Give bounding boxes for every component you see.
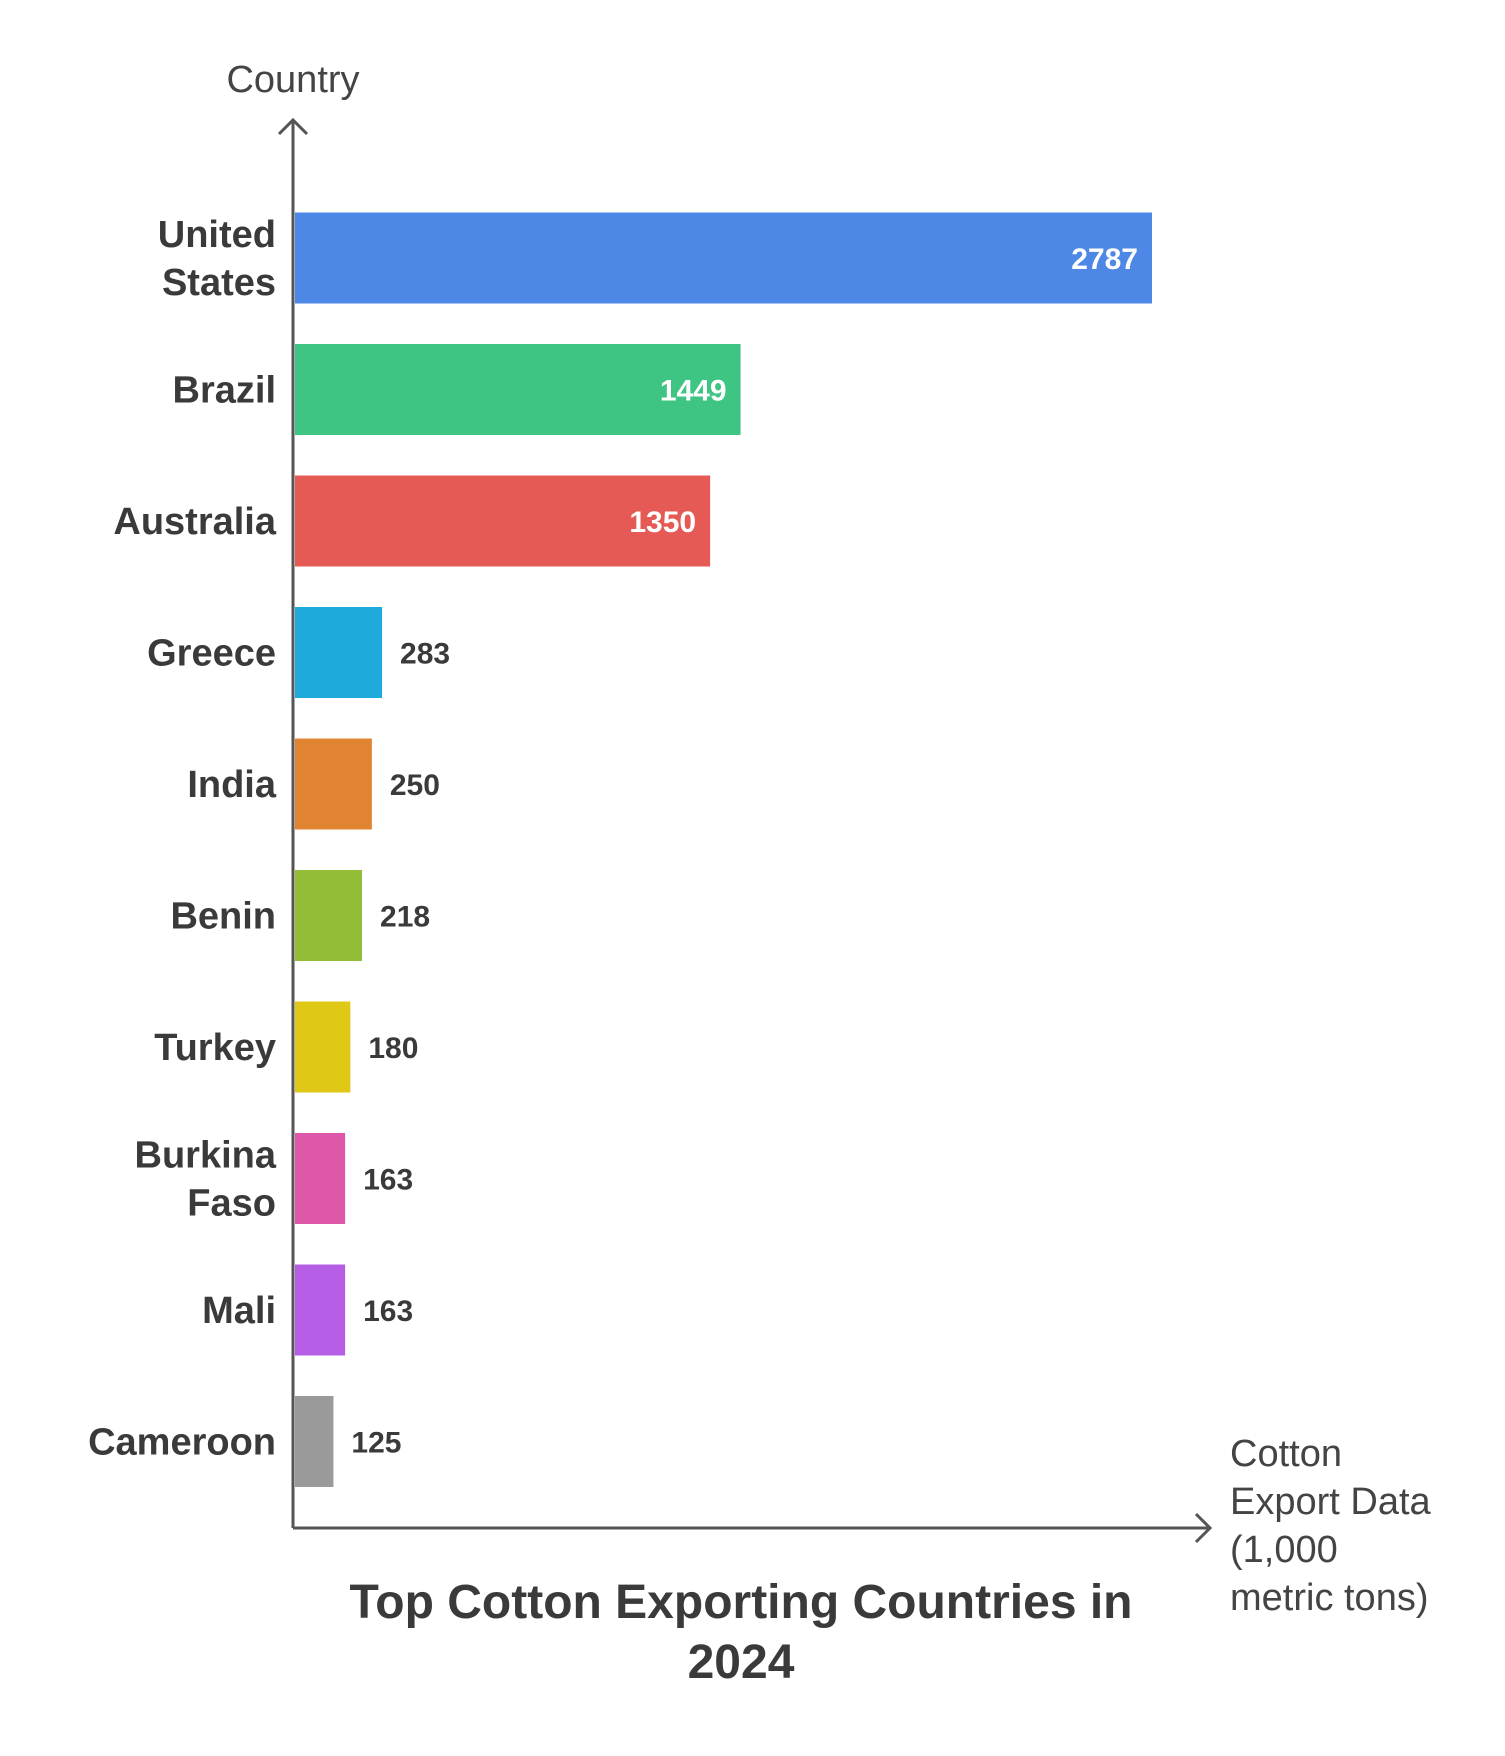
bar [295, 1133, 346, 1224]
x-axis-title-line: metric tons) [1230, 1577, 1428, 1619]
bar [295, 1396, 334, 1487]
category-label-line: Australia [113, 501, 276, 543]
category-label-line: Brazil [173, 370, 276, 412]
bar [295, 344, 741, 435]
category-label-line: Faso [187, 1183, 276, 1225]
value-label: 163 [363, 1295, 413, 1328]
category-label: India [187, 764, 277, 806]
bar [295, 1264, 346, 1356]
chart-title-line: 2024 [688, 1636, 795, 1689]
chart-title: Top Cotton Exporting Countries in 2024 [350, 1576, 1133, 1689]
category-label-line: Greece [147, 633, 276, 675]
bar [295, 212, 1152, 304]
category-label: Benin [170, 896, 276, 938]
value-label: 250 [390, 769, 440, 802]
value-label: 125 [351, 1427, 401, 1460]
chart-title-line: Top Cotton Exporting Countries in [350, 1576, 1133, 1629]
bar [295, 738, 372, 830]
category-label: Brazil [173, 370, 276, 412]
x-axis-title-line: Export Data [1230, 1481, 1432, 1523]
category-label: Turkey [154, 1027, 276, 1069]
category-label: United States [158, 214, 276, 304]
category-label-line: Burkina [135, 1135, 277, 1177]
category-label: Burkina Faso [135, 1135, 277, 1225]
bar [295, 475, 711, 567]
category-label-line: Cameroon [88, 1422, 276, 1464]
x-axis-title-line: (1,000 [1230, 1529, 1338, 1571]
value-label: 1350 [629, 506, 696, 539]
category-labels: United States Brazil Australia Greece India Be… [88, 214, 277, 1464]
category-label: Cameroon [88, 1422, 276, 1464]
y-axis-arrow-icon [277, 117, 309, 136]
bar [295, 1001, 351, 1093]
category-label-line: India [187, 764, 277, 806]
category-label: Greece [147, 633, 276, 675]
x-axis-title-text: Cotton Export Data (1,000 metric tons) [1230, 1433, 1432, 1619]
chart-title-text: Top Cotton Exporting Countries in 2024 [350, 1576, 1133, 1689]
y-axis-title: Country [226, 59, 359, 101]
value-label: 283 [400, 638, 450, 671]
value-label: 2787 [1071, 243, 1138, 276]
category-label: Australia [113, 501, 276, 543]
category-label-line: States [162, 262, 276, 304]
category-label-line: Turkey [154, 1027, 276, 1069]
bars-layer [295, 212, 1152, 1487]
x-axis-arrow-icon [1194, 1512, 1213, 1544]
bar [295, 607, 383, 698]
value-label: 180 [368, 1032, 418, 1065]
x-axis-title-line: Cotton [1230, 1433, 1342, 1475]
category-label-line: Benin [170, 896, 276, 938]
value-label: 163 [363, 1164, 413, 1197]
x-axis-title: Cotton Export Data (1,000 metric tons) [1230, 1433, 1432, 1619]
value-label: 218 [380, 901, 430, 934]
category-label-line: United [158, 214, 276, 256]
category-label: Mali [202, 1290, 276, 1332]
value-label: 1449 [660, 375, 727, 408]
category-label-line: Mali [202, 1290, 276, 1332]
value-labels: 2787 1449 1350 283 250 218 180 163 163 125 [351, 243, 1138, 1460]
bar [295, 870, 363, 961]
